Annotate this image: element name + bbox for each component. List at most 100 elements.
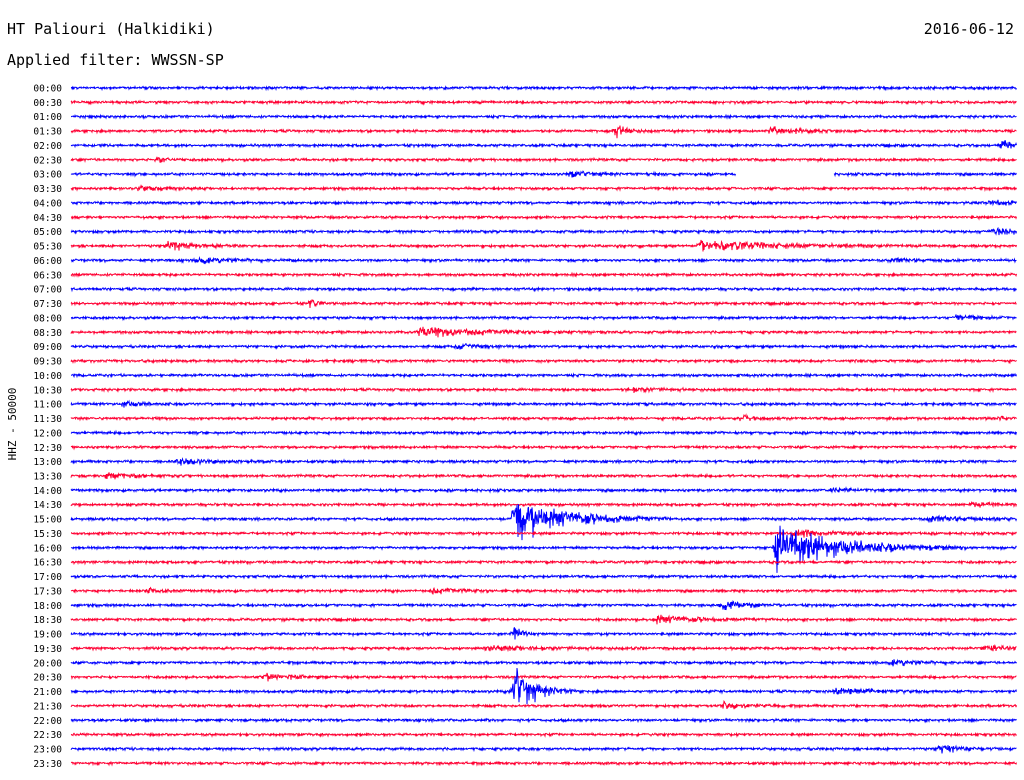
row-label: 19:30 — [33, 644, 62, 655]
row-label: 23:30 — [33, 759, 62, 770]
date-label: 2016-06-12 — [923, 20, 1014, 38]
trace-line — [70, 226, 1017, 236]
row-label: 22:30 — [33, 730, 62, 741]
row-label: 03:00 — [33, 170, 62, 181]
row-label: 20:30 — [33, 673, 62, 684]
row-label: 07:00 — [33, 285, 62, 296]
row-label: 22:00 — [33, 716, 62, 727]
trace-line — [70, 358, 1017, 365]
trace-line — [70, 731, 1017, 739]
row-label: 11:30 — [33, 414, 62, 425]
row-label: 16:30 — [33, 558, 62, 569]
trace-line — [70, 643, 1017, 653]
trace-line — [70, 314, 1017, 322]
row-label: 03:30 — [33, 184, 62, 195]
trace-line — [70, 399, 1017, 408]
trace-line — [70, 525, 1017, 573]
trace-line — [70, 239, 1017, 252]
row-label: 15:00 — [33, 515, 62, 526]
trace-line — [71, 529, 1017, 538]
row-label: 13:00 — [33, 457, 62, 468]
trace-line — [70, 672, 1017, 682]
trace-line — [70, 199, 1017, 207]
row-label: 02:30 — [33, 155, 62, 166]
row-label: 12:00 — [33, 428, 62, 439]
row-label: 02:00 — [33, 141, 62, 152]
y-axis-label: HHZ - 50000 — [6, 388, 19, 461]
row-label: 19:00 — [33, 630, 62, 641]
trace-line — [70, 504, 1017, 541]
row-label: 14:00 — [33, 486, 62, 497]
row-label: 18:00 — [33, 601, 62, 612]
trace-line — [70, 699, 1017, 710]
trace-line — [70, 744, 1017, 754]
row-label: 20:00 — [33, 658, 62, 669]
row-label: 05:00 — [33, 227, 62, 238]
row-label: 23:00 — [33, 745, 62, 756]
row-label: 06:00 — [33, 256, 62, 267]
trace-line — [70, 559, 1017, 566]
trace-line — [70, 614, 1017, 625]
station-title: HT Paliouri (Halkidiki) — [7, 20, 215, 38]
trace-line — [70, 760, 1017, 767]
row-label: 13:30 — [33, 471, 62, 482]
row-label: 08:00 — [33, 313, 62, 324]
trace-line — [70, 286, 1017, 293]
row-label: 12:30 — [33, 443, 62, 454]
row-label: 15:30 — [33, 529, 62, 540]
trace-line — [70, 326, 1017, 338]
trace-line — [70, 472, 1017, 480]
row-label: 06:30 — [33, 270, 62, 281]
trace-line — [70, 626, 1017, 640]
row-label: 17:30 — [33, 586, 62, 597]
trace-line — [70, 256, 1017, 265]
trace-line — [70, 84, 1017, 92]
filter-label: Applied filter: WWSSN-SP — [7, 51, 224, 69]
row-label: 09:00 — [33, 342, 62, 353]
row-label: 04:00 — [33, 198, 62, 209]
trace-line — [70, 271, 1017, 279]
traces — [70, 84, 1017, 767]
trace-line — [70, 429, 1017, 437]
trace-line — [70, 156, 1017, 164]
trace-line — [70, 170, 1017, 178]
trace-line — [70, 457, 1017, 466]
trace-line — [70, 600, 1017, 611]
trace-line — [70, 573, 1017, 581]
trace-line — [70, 717, 1017, 724]
trace-line — [70, 486, 1017, 494]
row-label: 05:30 — [33, 242, 62, 253]
row-label: 10:00 — [33, 371, 62, 382]
trace-line — [70, 413, 1017, 422]
row-label: 14:30 — [33, 500, 62, 511]
trace-line — [70, 140, 1017, 149]
row-label: 11:00 — [33, 400, 62, 411]
row-label: 21:00 — [33, 687, 62, 698]
trace-line — [71, 372, 1017, 379]
row-label: 18:30 — [33, 615, 62, 626]
row-label: 01:00 — [33, 112, 62, 123]
row-label: 04:30 — [33, 213, 62, 224]
trace-line — [70, 667, 1017, 705]
row-labels: 00:00 00:30 01:00 01:30 02:00 02:30 03:00 03:30… — [33, 84, 62, 770]
trace-line — [70, 500, 1017, 509]
row-label: 00:30 — [33, 98, 62, 109]
row-label: 09:30 — [33, 357, 62, 368]
trace-line — [70, 299, 1017, 309]
row-label: 16:00 — [33, 543, 62, 554]
trace-line — [70, 444, 1017, 451]
trace-line — [70, 125, 1017, 139]
trace-line — [70, 214, 1017, 221]
row-label: 07:30 — [33, 299, 62, 310]
trace-line — [70, 586, 1017, 595]
row-label: 17:00 — [33, 572, 62, 583]
row-label: 00:00 — [33, 84, 62, 95]
trace-line — [70, 386, 1017, 394]
y-axis-label-group: HHZ - 50000 — [6, 388, 19, 461]
row-label: 10:30 — [33, 385, 62, 396]
trace-line — [70, 658, 1017, 667]
row-label: 08:30 — [33, 328, 62, 339]
trace-line — [70, 184, 1017, 192]
trace-line — [71, 113, 1017, 121]
